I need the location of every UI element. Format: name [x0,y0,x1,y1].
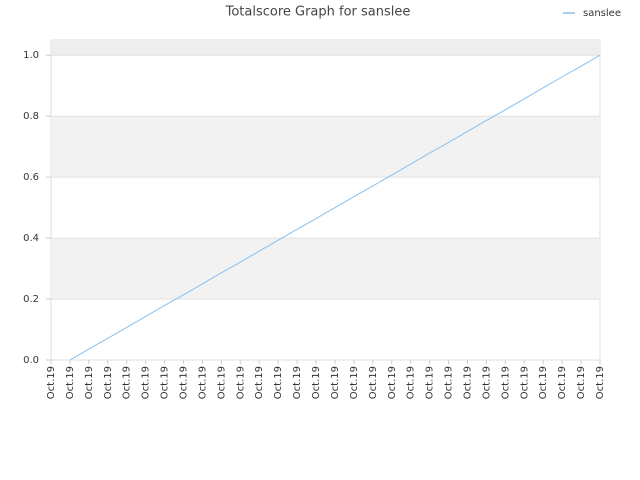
x-tick-label: Oct.19 [349,366,360,399]
x-tick-label: Oct.19 [519,366,530,399]
x-tick-label: Oct.19 [311,366,322,399]
x-tick-label: Oct.19 [216,366,227,399]
x-tick-label: Oct.19 [557,366,568,399]
x-tick-label: Oct.19 [595,366,606,399]
x-tick-label: Oct.19 [235,366,246,399]
x-tick-label: Oct.19 [481,366,492,399]
x-tick-label: Oct.19 [292,366,303,399]
x-tick-label: Oct.19 [122,366,133,399]
y-tick-label: 0.6 [23,172,39,183]
x-tick-label: Oct.19 [368,366,379,399]
x-tick-label: Oct.19 [254,366,265,399]
x-tick-label: Oct.19 [444,366,455,399]
x-tick-label: Oct.19 [65,366,76,399]
x-tick-label: Oct.19 [462,366,473,399]
x-tick-label: Oct.19 [500,366,511,399]
y-tick-label: 0.8 [23,111,39,122]
x-tick-label: Oct.19 [46,366,57,399]
x-tick-label: Oct.19 [179,366,190,399]
chart-title: Totalscore Graph for sanslee [225,5,411,20]
line-series [69,54,601,361]
y-tick-label: 0.2 [23,294,39,305]
y-tick-label: 0.4 [23,233,39,244]
x-tick-label: Oct.19 [330,366,341,399]
legend-label: sanslee [583,8,621,19]
y-tick-label: 1.0 [23,50,39,61]
x-tick-label: Oct.19 [538,366,549,399]
x-tick-label: Oct.19 [141,366,152,399]
y-tick-label: 0.0 [23,355,39,366]
x-tick-label: Oct.19 [197,366,208,399]
grid-band [51,238,600,300]
grid-band [51,116,600,178]
x-tick-label: Oct.19 [160,366,171,399]
plot-area [50,39,601,361]
x-tick-label: Oct.19 [387,366,398,399]
x-tick-label: Oct.19 [103,366,114,399]
grid-band [51,40,600,56]
x-tick-label: Oct.19 [273,366,284,399]
x-tick-label: Oct.19 [406,366,417,399]
x-tick-label: Oct.19 [576,366,587,399]
x-tick-label: Oct.19 [84,366,95,399]
x-tick-label: Oct.19 [425,366,436,399]
